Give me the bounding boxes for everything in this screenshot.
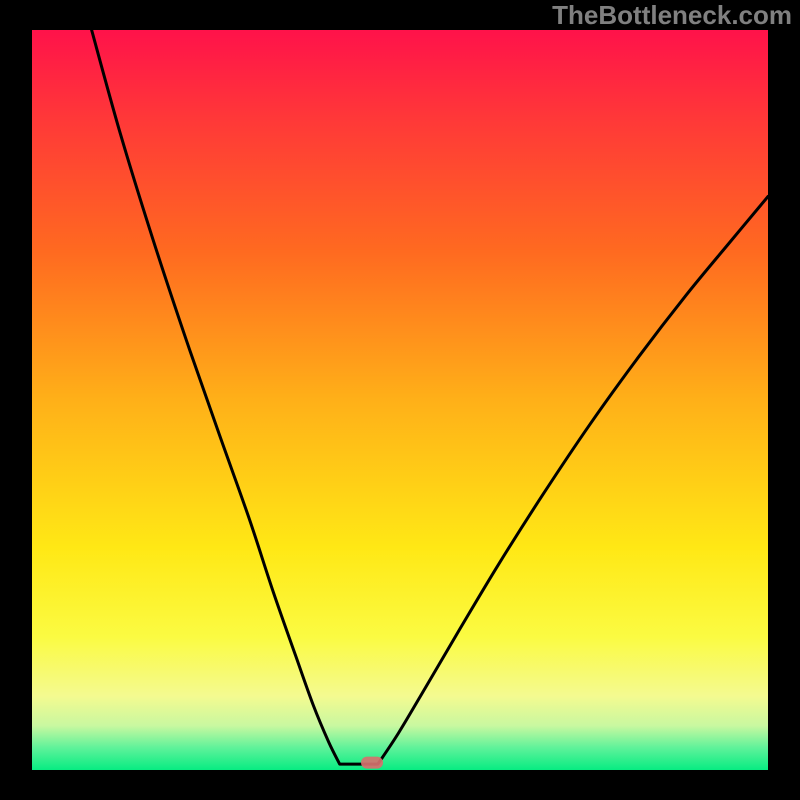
gradient-plot-background [32, 30, 768, 770]
bottleneck-chart [0, 0, 800, 800]
watermark-text: TheBottleneck.com [552, 0, 792, 31]
chart-stage: TheBottleneck.com [0, 0, 800, 800]
optimum-marker [361, 757, 383, 769]
